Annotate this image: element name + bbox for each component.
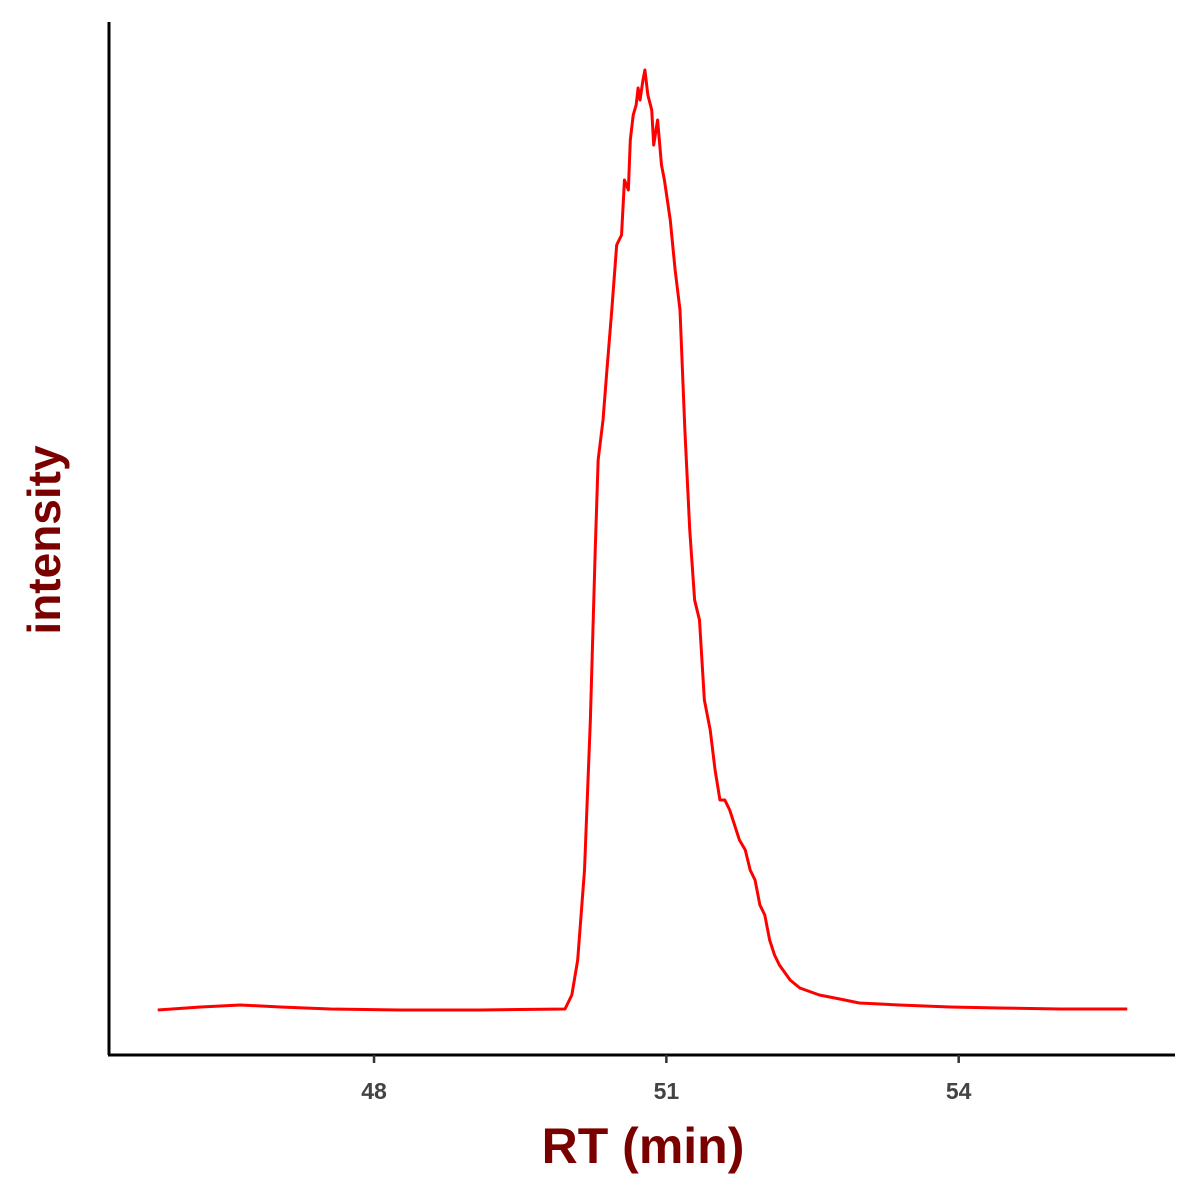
x-tick-label: 54 (946, 1078, 972, 1104)
y-axis-title: intensity (18, 445, 70, 635)
line (157, 68, 1128, 1012)
x-tick-label: 48 (361, 1078, 387, 1104)
x-axis-title: RT (min) (542, 1118, 745, 1174)
x-tick-label: 51 (654, 1078, 680, 1104)
